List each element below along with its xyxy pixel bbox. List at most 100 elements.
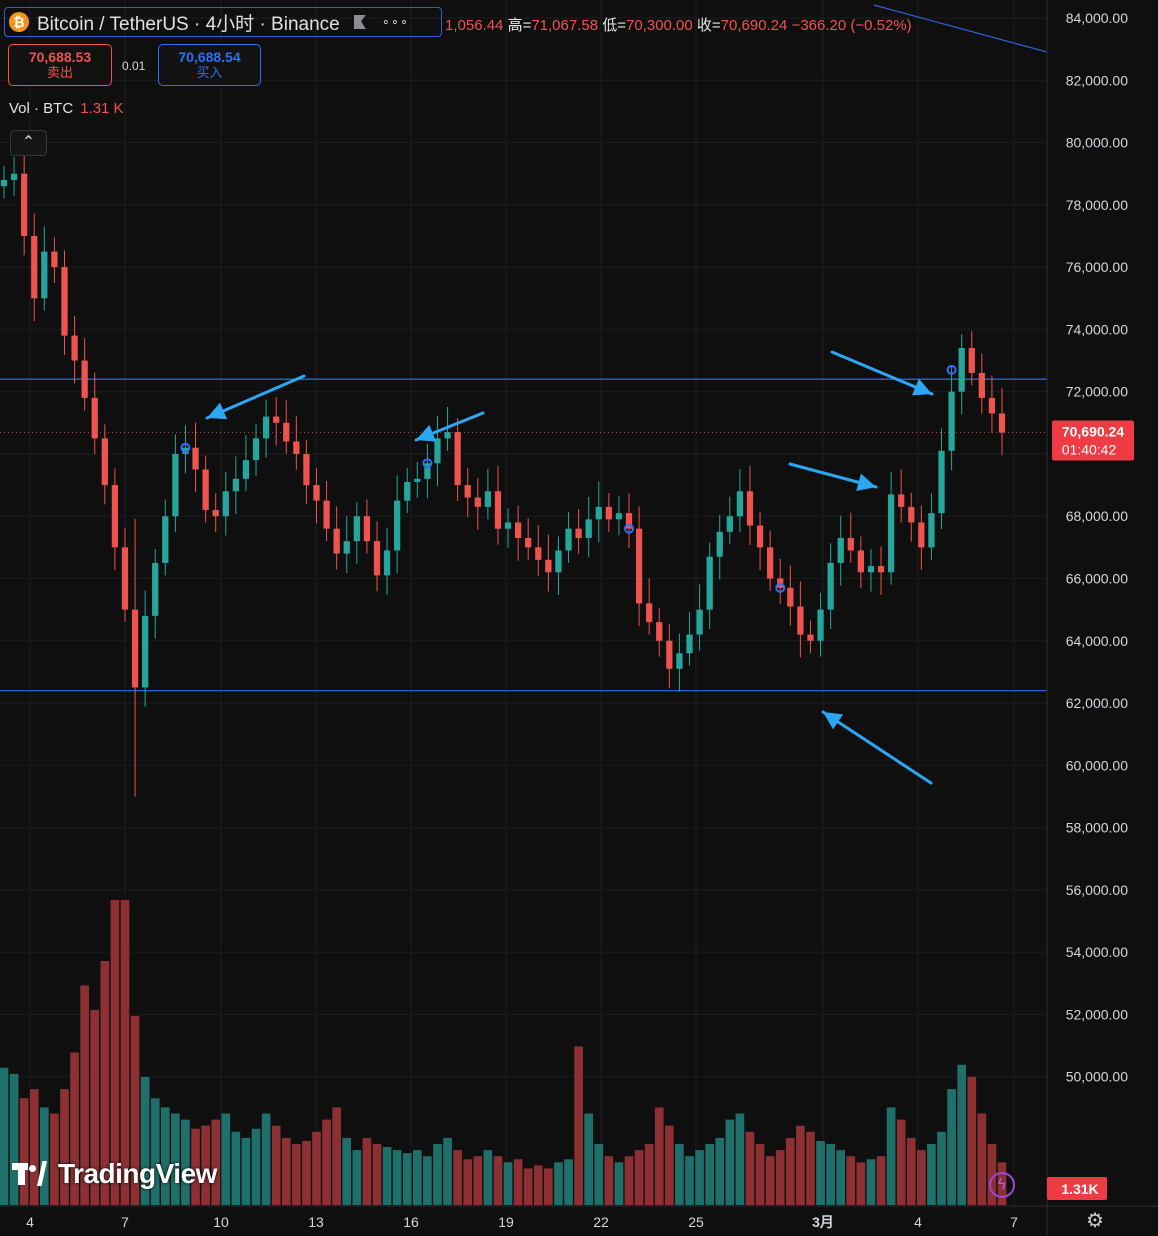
volume-bar [211, 1119, 221, 1205]
candle-body [303, 453, 310, 486]
high-label: 高= [507, 17, 532, 34]
candle-body [545, 559, 552, 573]
event-marker-icon[interactable] [422, 458, 433, 469]
candle-body [31, 235, 38, 299]
volume-bar [251, 1128, 261, 1205]
annotation-arrowhead [207, 402, 228, 420]
y-tick-label: 52,000.00 [1066, 1006, 1128, 1022]
candle-body [273, 416, 280, 423]
more-icon[interactable]: ∘∘∘ [381, 14, 410, 29]
annotation-arrowhead [823, 712, 843, 730]
flag-icon[interactable] [353, 15, 366, 29]
candle-body [615, 513, 623, 520]
candle-body [585, 519, 592, 539]
lightning-icon[interactable]: ϟ [989, 1172, 1015, 1198]
volume-bar [937, 1131, 946, 1205]
buy-button[interactable]: 70,688.54 买入 [158, 44, 261, 86]
y-tick-label: 68,000.00 [1066, 508, 1128, 524]
candle-body [81, 360, 88, 398]
volume-bar [423, 1156, 432, 1205]
y-tick-label: 82,000.00 [1066, 72, 1128, 88]
candle-body [847, 538, 854, 551]
volume-bar [816, 1140, 825, 1205]
candle-body [444, 432, 451, 439]
symbol-bar[interactable]: ₿ Bitcoin / TetherUS · 4小时 · Binance ∘∘∘ [4, 7, 442, 37]
volume-bar [39, 1107, 49, 1205]
candle-body [887, 494, 895, 573]
current-price-label: 70,690.24 [1062, 423, 1124, 439]
x-tick-label: 16 [403, 1214, 419, 1230]
candle-body [121, 547, 129, 610]
candle-body [262, 416, 270, 439]
volume-bar [80, 985, 89, 1205]
candle-body [162, 516, 169, 563]
candle-body [706, 556, 713, 610]
candle-body [807, 634, 814, 641]
volume-bar [90, 1009, 100, 1205]
volume-bar [160, 1107, 170, 1205]
y-tick-label: 66,000.00 [1066, 571, 1128, 587]
gear-icon[interactable]: ⚙ [1086, 1210, 1104, 1232]
volume-bar [201, 1125, 210, 1205]
volume-bar [675, 1144, 684, 1205]
volume-bar [866, 1159, 876, 1205]
volume-bar [433, 1144, 442, 1205]
candle-body [525, 538, 532, 548]
volume-bar [171, 1113, 180, 1205]
candle-body [958, 348, 965, 392]
high-value: 71,067.58 [531, 17, 599, 34]
candle-body [787, 587, 794, 607]
volume-bar [523, 1168, 533, 1205]
volume-bar [150, 1098, 160, 1205]
volume-bar [584, 1113, 594, 1205]
event-marker-icon[interactable] [775, 582, 786, 593]
volume-bar [332, 1107, 342, 1205]
candle-body [666, 640, 673, 669]
event-marker-icon[interactable] [180, 442, 191, 453]
candle-body [756, 525, 764, 548]
volume-bar [977, 1113, 987, 1205]
volume-bar [362, 1137, 372, 1205]
collapse-button[interactable]: ⌃ [10, 130, 47, 156]
volume-bar [806, 1131, 815, 1205]
volume-bar [574, 1046, 583, 1205]
y-tick-label: 58,000.00 [1066, 820, 1128, 836]
volume-bar [856, 1162, 866, 1205]
candle-body [202, 469, 209, 510]
volume-bar [796, 1125, 805, 1205]
candle-body [323, 500, 330, 529]
event-marker-icon[interactable] [624, 523, 635, 534]
candle-body [152, 562, 159, 616]
volume-bar [19, 1098, 29, 1205]
candle-body [928, 513, 935, 548]
candle-body [646, 603, 653, 623]
candle-body [605, 506, 612, 520]
event-marker-icon[interactable] [946, 364, 957, 375]
volume-bar [493, 1156, 503, 1205]
candle-body [10, 173, 18, 180]
candle-body [595, 506, 602, 520]
x-tick-label: 22 [593, 1214, 609, 1230]
open-partial: 1,056.44 [445, 17, 504, 34]
candle-body [625, 513, 633, 529]
volume-bar [70, 1052, 79, 1205]
volume-bar [271, 1125, 281, 1205]
volume-bar [261, 1113, 271, 1205]
candle-body [504, 522, 512, 529]
volume-bar [624, 1156, 634, 1205]
volume-bar [60, 1089, 69, 1205]
chevron-up-icon: ⌃ [21, 134, 36, 151]
x-tick-label: 7 [1010, 1214, 1018, 1230]
volume-bar [443, 1137, 452, 1205]
volume-bar [967, 1076, 977, 1205]
symbol-title[interactable]: Bitcoin / TetherUS · 4小时 · Binance [37, 13, 340, 35]
candle-body [51, 251, 58, 268]
volume-layer [0, 900, 1007, 1205]
candle-body [696, 609, 703, 635]
candle-body [857, 550, 864, 573]
x-tick-label: 4 [914, 1214, 922, 1230]
volume-bar [191, 1128, 200, 1205]
volume-bar [695, 1150, 704, 1205]
sell-button[interactable]: 70,688.53 卖出 [8, 44, 112, 86]
volume-bar [826, 1144, 835, 1205]
